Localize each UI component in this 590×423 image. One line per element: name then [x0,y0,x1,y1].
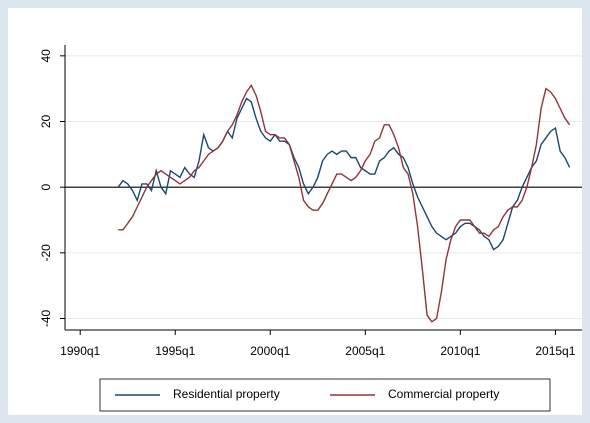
legend-box [99,378,551,412]
x-tick-label: 2010q1 [440,344,480,358]
series-line [118,84,571,323]
series-line [117,97,571,251]
y-tick-label: 40 [39,49,53,63]
legend-label: Commercial property [388,387,499,401]
y-tick-label: -20 [39,244,53,262]
y-tick-label: -40 [39,310,53,328]
legend-label: Residential property [173,387,280,401]
y-tick-label: 20 [39,115,53,129]
x-tick-label: 2005q1 [345,344,385,358]
x-tick-label: 2015q1 [535,344,575,358]
plot-region [8,8,582,415]
x-tick-label: 1990q1 [60,344,100,358]
y-tick-label: 0 [39,184,53,191]
x-tick-label: 1995q1 [155,344,195,358]
x-tick-label: 2000q1 [250,344,290,358]
